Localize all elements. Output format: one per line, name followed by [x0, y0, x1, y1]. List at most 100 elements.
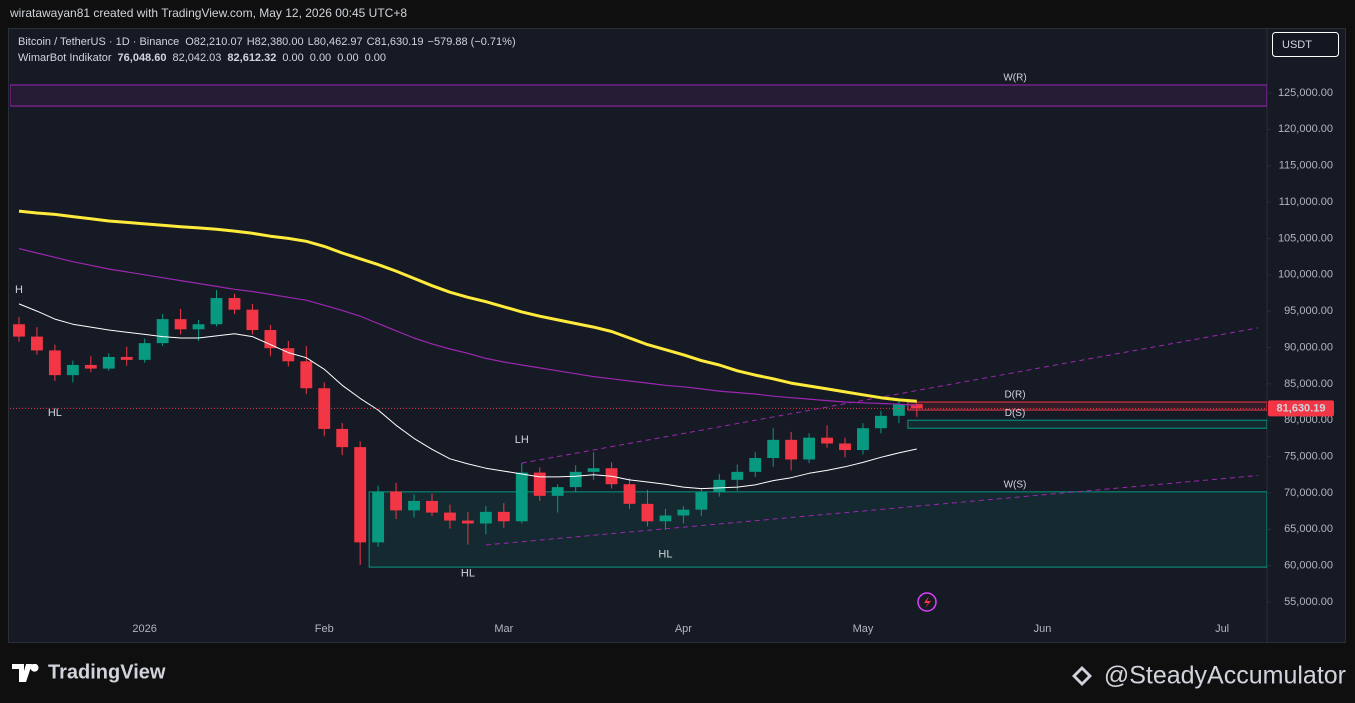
watermark-group: @SteadyAccumulator — [1072, 662, 1346, 690]
y-tick-label: 80,000.00 — [1284, 414, 1333, 426]
chart-frame — [8, 28, 1346, 643]
alert-bolt[interactable] — [924, 596, 931, 608]
candle-body — [282, 348, 295, 362]
x-tick-label: May — [853, 623, 874, 635]
last-price-label: 81,630.19 — [1277, 402, 1326, 414]
candle-body — [659, 515, 672, 522]
annotation: HL — [48, 407, 62, 419]
legend-text: 81,630.19 — [375, 36, 424, 48]
candle-body — [461, 520, 474, 524]
candle-body — [767, 439, 780, 459]
y-tick-label: 65,000.00 — [1284, 523, 1333, 535]
candle-body — [874, 415, 887, 429]
legend-text: L — [308, 36, 314, 48]
candle-body — [713, 479, 726, 493]
candle-body — [300, 361, 313, 389]
candle-body — [785, 439, 798, 460]
zone — [907, 419, 1267, 429]
alert-circle[interactable] — [917, 592, 937, 612]
candle-body — [587, 468, 600, 472]
y-tick-label: 75,000.00 — [1284, 450, 1333, 462]
candle-body — [731, 471, 744, 480]
currency-button[interactable] — [1272, 32, 1339, 57]
candle-body — [84, 364, 97, 369]
candle-body — [246, 309, 259, 331]
candle-body — [138, 343, 151, 360]
annotation: LH — [515, 434, 529, 446]
alert-icon[interactable] — [917, 592, 937, 612]
legend-text: 82,042.03 — [172, 52, 221, 64]
candle-body — [336, 428, 349, 448]
x-tick-label: Mar — [494, 623, 513, 635]
trendline — [521, 327, 1259, 464]
credit: wiratawayan81 created with TradingView.c… — [9, 6, 407, 20]
y-tick-label: 100,000.00 — [1278, 269, 1333, 281]
brand: TradingView — [48, 661, 166, 683]
candle-body — [677, 509, 690, 516]
y-tick-label: 55,000.00 — [1284, 596, 1333, 608]
candle-body — [120, 356, 133, 360]
candle-body — [372, 491, 385, 543]
y-tick-label: 95,000.00 — [1284, 305, 1333, 317]
x-tick-label: Jul — [1215, 623, 1229, 635]
candle-body — [210, 298, 223, 325]
y-tick-label: 110,000.00 — [1279, 196, 1333, 208]
indicator-line — [18, 303, 917, 490]
watermark: @SteadyAccumulator — [1104, 662, 1346, 690]
candle-body — [318, 388, 331, 429]
overlay: Bitcoin / TetherUS · 1D · Binance O 82,210… — [18, 36, 1334, 635]
y-tick-label: 120,000.00 — [1278, 123, 1333, 135]
candle-body — [641, 503, 654, 522]
candle-body — [623, 484, 636, 504]
zone-label: D(S) — [1005, 408, 1026, 419]
candle-body — [749, 458, 762, 472]
legend-text: −579.88 (−0.71%) — [428, 36, 516, 48]
candle-body — [569, 471, 582, 488]
x-tick-label: Apr — [675, 623, 692, 635]
candle-body — [264, 330, 277, 349]
legend-text: 82,380.00 — [255, 36, 304, 48]
x-tick-label: Jun — [1034, 623, 1052, 635]
brand-icon — [12, 664, 39, 682]
annotation: HL — [461, 568, 475, 580]
candle-body — [31, 336, 43, 351]
candle-body — [390, 491, 403, 511]
zone — [907, 401, 1267, 411]
candle-body — [533, 472, 546, 496]
candle-body — [13, 324, 25, 337]
legend-text: 0.00 — [337, 52, 358, 64]
legend-text: WimarBot Indikator — [18, 52, 112, 64]
y-tick-label: 125,000.00 — [1278, 87, 1333, 99]
candle-body — [695, 492, 708, 510]
zone-label: W(S) — [1004, 479, 1027, 490]
candle-body — [444, 512, 456, 521]
x-tick-label: 2026 — [132, 623, 156, 635]
indicator-line — [18, 209, 917, 403]
y-tick-label: 70,000.00 — [1284, 487, 1333, 499]
watermark-icon — [1072, 666, 1092, 686]
candle-body — [497, 511, 510, 522]
legend-text: 0.00 — [310, 52, 331, 64]
legend-text: 0.00 — [365, 52, 386, 64]
candle-body — [102, 356, 115, 369]
candle-body — [821, 437, 833, 444]
legend-text: 82,210.07 — [194, 36, 243, 48]
x-tick-label: Feb — [315, 623, 334, 635]
candle-body — [839, 443, 851, 451]
zone-label: W(R) — [1003, 73, 1026, 84]
candle-body — [192, 324, 205, 330]
currency-label[interactable]: USDT — [1282, 39, 1312, 51]
y-tick-label: 105,000.00 — [1278, 232, 1333, 244]
candle-body — [803, 437, 816, 460]
legend-text: Bitcoin / TetherUS · 1D · Binance — [18, 36, 179, 48]
legend-text: 76,048.60 — [118, 52, 167, 64]
y-tick-label: 115,000.00 — [1279, 160, 1333, 172]
trendline — [485, 474, 1259, 546]
candle-body — [48, 350, 61, 376]
annotation: H — [15, 284, 23, 296]
legend-text: 82,612.32 — [227, 52, 276, 64]
last-price-tag — [1268, 400, 1334, 417]
legend-text: H — [247, 36, 255, 48]
candle-body — [857, 428, 869, 451]
